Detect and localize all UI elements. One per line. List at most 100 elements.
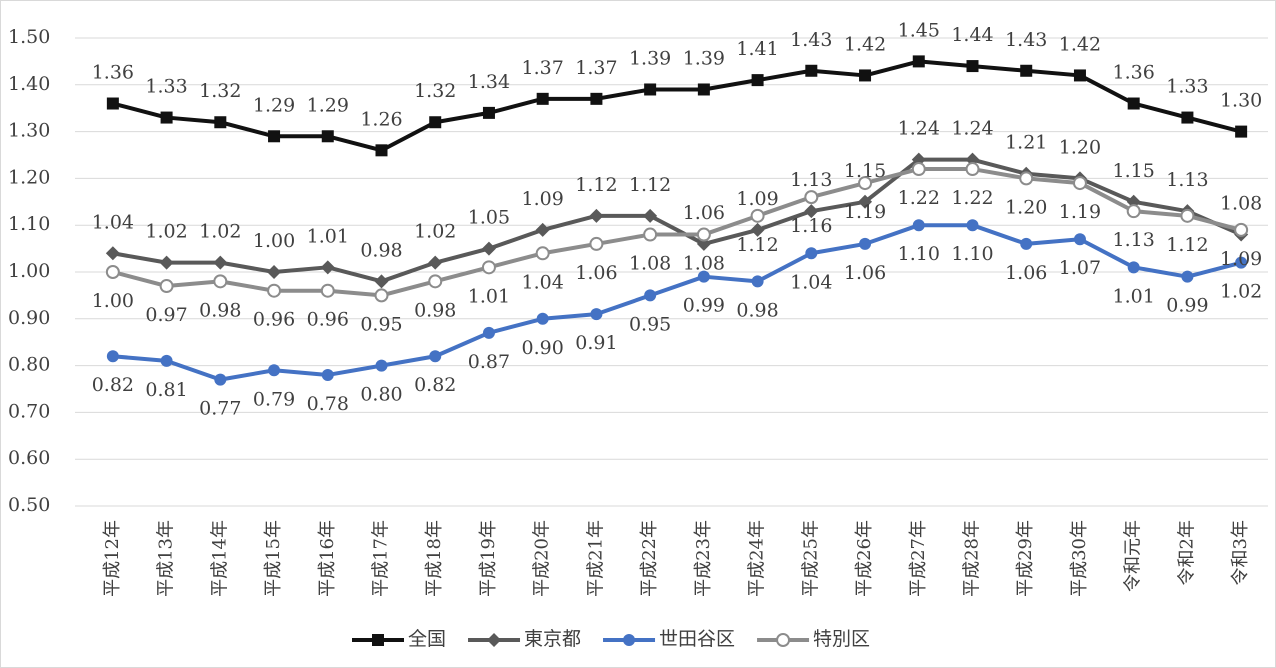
x-tick-label: 令和2年 bbox=[1176, 520, 1197, 585]
legend-marker bbox=[776, 633, 791, 647]
data-label: 0.87 bbox=[468, 351, 510, 373]
marker bbox=[320, 283, 335, 298]
marker bbox=[589, 236, 604, 251]
legend-marker bbox=[372, 634, 384, 646]
x-tick-label: 平成26年 bbox=[854, 520, 875, 597]
x-tick-label: 平成21年 bbox=[585, 520, 606, 597]
data-label: 1.08 bbox=[683, 253, 725, 275]
data-label: 1.09 bbox=[1220, 248, 1262, 270]
data-label: 1.30 bbox=[1220, 90, 1262, 112]
data-label: 1.15 bbox=[1113, 160, 1155, 182]
x-tick-label: 平成29年 bbox=[1015, 520, 1036, 597]
data-label: 1.24 bbox=[898, 118, 940, 140]
marker bbox=[1020, 237, 1033, 250]
data-label: 0.98 bbox=[414, 299, 456, 321]
marker bbox=[160, 354, 173, 367]
marker bbox=[1020, 64, 1033, 77]
marker bbox=[1073, 69, 1086, 82]
data-label: 1.12 bbox=[1166, 234, 1208, 256]
data-label: 1.01 bbox=[307, 225, 349, 247]
marker bbox=[1181, 111, 1194, 124]
marker bbox=[643, 227, 658, 242]
marker bbox=[750, 222, 765, 237]
legend-label: 東京都 bbox=[524, 628, 581, 650]
x-tick-label: 平成12年 bbox=[102, 520, 123, 597]
data-label: 1.20 bbox=[1059, 136, 1101, 158]
x-tick-label: 平成24年 bbox=[747, 520, 768, 597]
x-tick-label: 平成15年 bbox=[263, 520, 284, 597]
x-tick-label: 平成22年 bbox=[639, 520, 660, 597]
data-label: 1.15 bbox=[844, 160, 886, 182]
data-label: 1.39 bbox=[629, 47, 671, 69]
marker bbox=[696, 227, 711, 242]
data-label: 1.24 bbox=[951, 118, 993, 140]
marker bbox=[267, 265, 282, 279]
data-label: 1.06 bbox=[844, 262, 886, 284]
marker bbox=[321, 130, 334, 143]
marker bbox=[751, 275, 764, 288]
marker bbox=[536, 92, 549, 105]
marker bbox=[375, 144, 388, 157]
marker bbox=[536, 312, 549, 325]
y-tick-label: 1.30 bbox=[8, 120, 50, 142]
data-label: 1.06 bbox=[683, 202, 725, 224]
marker bbox=[859, 69, 872, 82]
data-label: 1.08 bbox=[1220, 193, 1262, 215]
data-label: 1.43 bbox=[1005, 29, 1047, 51]
marker bbox=[697, 270, 710, 283]
data-label: 0.96 bbox=[307, 309, 349, 331]
marker bbox=[535, 246, 550, 261]
marker bbox=[374, 288, 389, 303]
marker bbox=[1126, 204, 1141, 219]
data-label: 1.12 bbox=[575, 174, 617, 196]
data-label: 0.99 bbox=[1166, 295, 1208, 317]
y-tick-label: 1.40 bbox=[8, 73, 50, 95]
data-label: 1.01 bbox=[1113, 285, 1155, 307]
data-label: 1.29 bbox=[307, 94, 349, 116]
data-label: 1.36 bbox=[1113, 62, 1155, 84]
legend-label: 世田谷区 bbox=[659, 628, 735, 650]
data-label: 0.91 bbox=[575, 332, 617, 354]
marker bbox=[374, 274, 389, 289]
data-label: 1.01 bbox=[468, 285, 510, 307]
marker bbox=[482, 326, 495, 339]
marker bbox=[751, 74, 764, 87]
legend-label: 特別区 bbox=[813, 628, 870, 650]
marker bbox=[965, 162, 980, 177]
data-label: 1.04 bbox=[790, 271, 832, 293]
data-label: 1.02 bbox=[145, 221, 187, 243]
data-label: 1.42 bbox=[1059, 33, 1101, 55]
data-label: 0.79 bbox=[253, 388, 295, 410]
marker bbox=[481, 260, 496, 275]
marker bbox=[589, 208, 604, 223]
data-label: 1.02 bbox=[414, 221, 456, 243]
marker bbox=[159, 255, 174, 270]
data-label: 0.77 bbox=[199, 398, 241, 420]
data-label: 1.42 bbox=[844, 33, 886, 55]
y-tick-label: 0.50 bbox=[8, 494, 50, 516]
marker bbox=[804, 190, 819, 205]
data-label: 1.41 bbox=[736, 38, 778, 60]
data-label: 0.96 bbox=[253, 309, 295, 331]
marker bbox=[805, 247, 818, 260]
data-label: 0.82 bbox=[92, 374, 134, 396]
marker bbox=[268, 364, 281, 377]
data-label: 1.26 bbox=[360, 108, 402, 130]
marker bbox=[1234, 222, 1249, 237]
data-label: 1.29 bbox=[253, 94, 295, 116]
marker bbox=[805, 64, 818, 77]
data-label: 1.06 bbox=[575, 262, 617, 284]
marker bbox=[1073, 233, 1086, 246]
data-label: 0.97 bbox=[145, 304, 187, 326]
data-label: 1.45 bbox=[898, 19, 940, 41]
marker bbox=[966, 219, 979, 232]
marker bbox=[1180, 208, 1195, 223]
data-label: 1.37 bbox=[575, 57, 617, 79]
data-label: 1.44 bbox=[951, 24, 993, 46]
marker bbox=[321, 368, 334, 381]
marker bbox=[1019, 171, 1034, 186]
x-tick-label: 平成28年 bbox=[962, 520, 983, 597]
marker bbox=[858, 194, 873, 209]
x-tick-label: 平成18年 bbox=[424, 520, 445, 597]
